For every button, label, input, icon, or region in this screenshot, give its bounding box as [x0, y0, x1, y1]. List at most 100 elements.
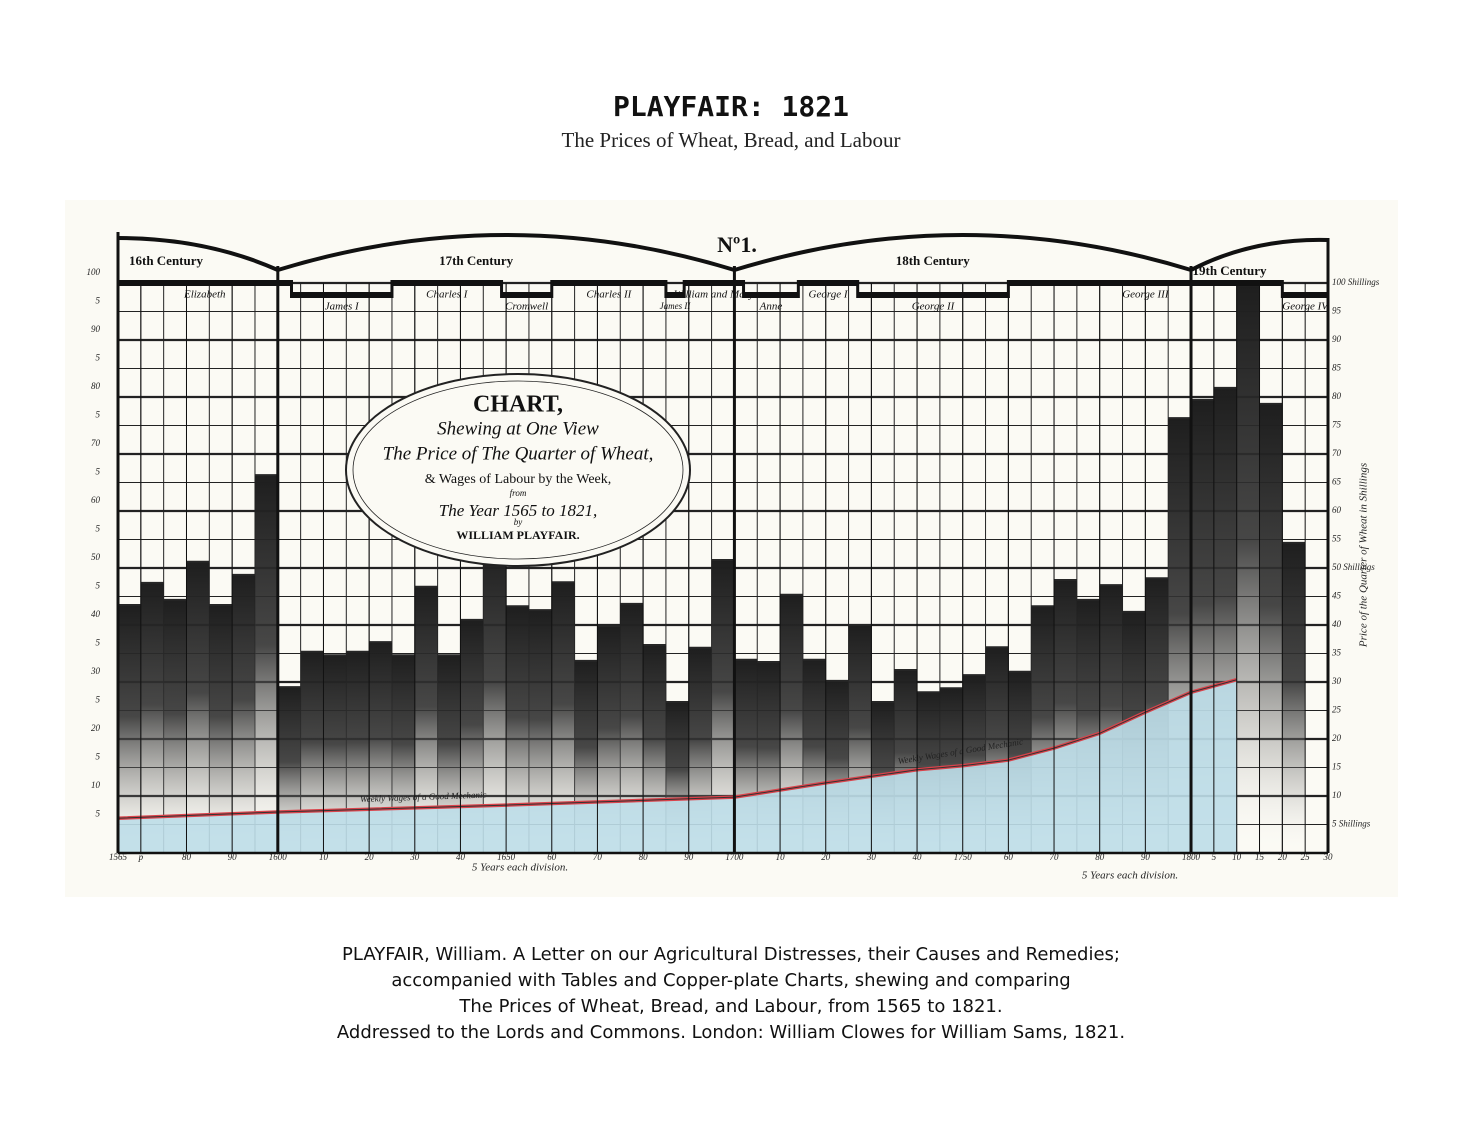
x-tick-label: 30 [1323, 852, 1334, 862]
y2-tick-label: 60 [1332, 505, 1342, 515]
cartouche [345, 373, 691, 567]
wheat-bar [460, 619, 484, 853]
wheat-bar [437, 655, 461, 853]
x-tick-label: 70 [593, 852, 603, 862]
y2-tick-label: 30 [1331, 676, 1342, 686]
x-axis-label: 5 Years each division. [472, 862, 568, 874]
reign-label: Anne [759, 301, 783, 313]
cartouche-text: WILLIAM PLAYFAIR. [456, 528, 579, 542]
x-tick-label: 1750 [954, 852, 973, 862]
y2-tick-label: 40 [1332, 619, 1342, 629]
reign-bar [551, 280, 666, 286]
reign-label: George II [912, 301, 956, 313]
reign-label: Cromwell [505, 301, 548, 313]
cartouche-text: The Year 1565 to 1821, [439, 501, 598, 520]
x-tick-label: 1700 [725, 852, 744, 862]
x-tick-label: 90 [1141, 852, 1151, 862]
wheat-bar [1259, 403, 1283, 853]
y-tick-label: 5 [96, 638, 101, 648]
cartouche-text: The Price of The Quarter of Wheat, [383, 443, 654, 464]
reign-label: James II [660, 301, 692, 311]
wheat-bar [597, 626, 621, 853]
y-tick-label: 70 [91, 438, 101, 448]
y-tick-label: 40 [91, 609, 101, 619]
y2-tick-label: 55 [1332, 534, 1342, 544]
wheat-bar [506, 606, 529, 853]
reign-label: Charles I [426, 289, 469, 301]
reign-bar [291, 292, 392, 298]
y-tick-label: 5 [96, 581, 101, 591]
wheat-bar [414, 586, 438, 853]
x-tick-label: 40 [456, 852, 466, 862]
y2-tick-label: 85 [1332, 363, 1342, 373]
x-tick-label: 25 [1301, 852, 1311, 862]
century-label: 16th Century [129, 253, 204, 268]
caption-line: PLAYFAIR, William. A Letter on our Agric… [342, 944, 1120, 965]
page-subtitle: The Prices of Wheat, Bread, and Labour [562, 128, 901, 152]
y2-tick-label: 100 Shillings [1332, 277, 1380, 287]
reign-label: Charles II [586, 289, 632, 301]
cartouche-text: CHART, [473, 392, 563, 418]
x-tick-label: 10 [776, 852, 786, 862]
x-axis-label: 5 Years each division. [1082, 870, 1178, 882]
century-label: 18th Century [896, 253, 971, 268]
reign-bar [1282, 292, 1328, 298]
y-tick-label: 100 [87, 267, 101, 277]
reign-label: James I [325, 301, 360, 313]
wheat-bar [118, 605, 141, 853]
x-tick-label: 5 [1212, 852, 1217, 862]
century-arc [277, 233, 736, 272]
wheat-bar [300, 651, 324, 853]
y2-tick-label: 95 [1332, 306, 1342, 316]
wages-annotation: Weekly Wages of a Good Mechanic [360, 790, 487, 804]
y2-tick-label: 80 [1332, 391, 1342, 401]
x-tick-label: 40 [913, 852, 923, 862]
x-tick-label: 15 [1255, 852, 1265, 862]
y2-tick-label: 25 [1332, 705, 1342, 715]
reign-bar [743, 292, 799, 298]
x-tick-label: 80 [182, 852, 192, 862]
y2-tick-label: 50 Shillings [1332, 562, 1375, 572]
wheat-bar [711, 560, 735, 853]
plate-title: Nº1. [717, 232, 757, 257]
plot: 100 5 90 5 80 5 70 5 60 5 50 5 40 5 30 5 20 5 10 5 100 Shill… [87, 232, 1380, 882]
y-tick-label: 5 [96, 695, 101, 705]
reign-bar [118, 280, 292, 286]
x-tick-label: 30 [866, 852, 877, 862]
cartouche-text: Shewing at One View [437, 418, 599, 439]
century-arc [1190, 237, 1329, 272]
y2-tick-label: 45 [1332, 591, 1342, 601]
cartouche-text: & Wages of Labour by the Week, [425, 472, 612, 487]
x-tick-label: 10 [319, 852, 329, 862]
wheat-bar [1236, 285, 1260, 853]
x-tick-label: 90 [228, 852, 238, 862]
wheat-bar [209, 605, 233, 853]
caption-line: The Prices of Wheat, Bread, and Labour, … [458, 996, 1002, 1017]
y-tick-label: 5 [96, 353, 101, 363]
wheat-bar [254, 475, 278, 853]
reign-bar [501, 292, 552, 298]
y-tick-label: 5 [96, 410, 101, 420]
reign-label: George I [809, 289, 849, 301]
y-tick-label: 90 [91, 324, 101, 334]
x-tick-label: 20 [1278, 852, 1288, 862]
century-arc [117, 236, 279, 272]
x-tick-label: 60 [547, 852, 557, 862]
x-tick-label: 30 [409, 852, 420, 862]
y2-tick-label: 15 [1332, 762, 1342, 772]
y-tick-label: 5 [96, 296, 101, 306]
reign-label: George III [1122, 289, 1170, 301]
wheat-bar [391, 655, 415, 853]
caption: PLAYFAIR, William. A Letter on our Agric… [337, 944, 1125, 1043]
wheat-bar [620, 603, 644, 853]
x-tick-label: p [138, 852, 144, 862]
century-arc [733, 233, 1192, 272]
x-tick-label: 80 [1095, 852, 1105, 862]
reign-bar [1008, 280, 1283, 286]
page-title: PLAYFAIR: 1821 [613, 90, 849, 123]
y2-tick-label: 5 Shillings [1332, 819, 1371, 829]
wheat-bar [323, 655, 347, 853]
x-tick-label: 1650 [497, 852, 516, 862]
century-label: 19th Century [1192, 263, 1267, 278]
x-tick-label: 80 [639, 852, 649, 862]
